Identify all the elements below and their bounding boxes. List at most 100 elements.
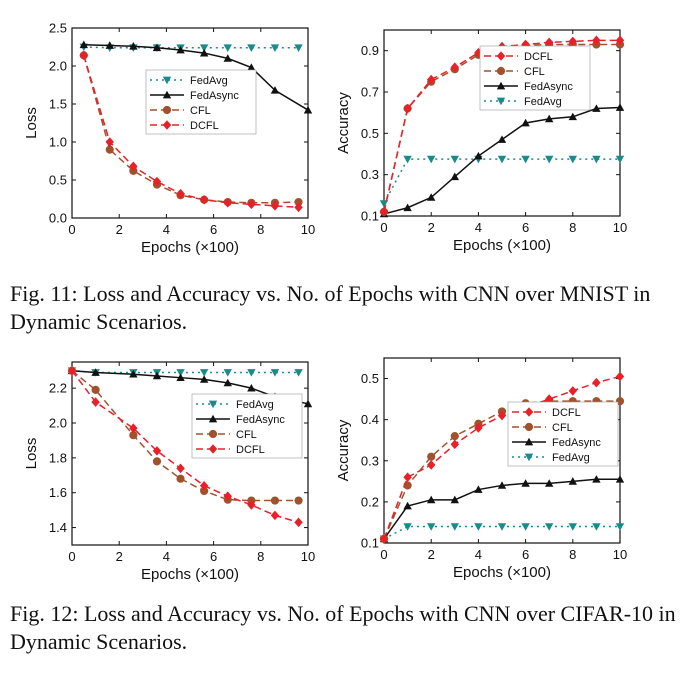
point-fedasync [474, 485, 483, 493]
point-dcfl [592, 377, 601, 388]
x-tick-label: 8 [257, 549, 264, 564]
point-dcfl [615, 371, 625, 382]
point-dcfl [270, 510, 280, 521]
point-dcfl [497, 410, 507, 421]
series-fedasync [379, 475, 625, 543]
legend-label-cfl: CFL [524, 66, 545, 78]
point-fedasync [592, 475, 601, 483]
point-fedasync [592, 104, 601, 112]
point-fedasync [497, 481, 507, 489]
legend-marker-fedavg [162, 76, 172, 85]
legend: DCFL CFL FedAsync FedAvg [507, 401, 619, 467]
point-fedasync [303, 399, 313, 408]
legend-marker-cfl [208, 429, 218, 439]
x-tick-label: 0 [380, 547, 387, 562]
line-cfl [83, 55, 299, 204]
point-fedavg [270, 44, 280, 52]
legend-label-dcfl: DCFL [524, 51, 553, 63]
point-fedavg [427, 155, 436, 164]
y-axis-label: Accuracy [335, 419, 352, 481]
legend-label-fedavg: FedAvg [190, 75, 228, 87]
legend-marker-fedasync [208, 414, 218, 423]
legend-marker-fedavg [496, 97, 506, 106]
point-fedavg [568, 523, 577, 531]
point-fedavg [521, 155, 530, 164]
point-dcfl [545, 394, 554, 404]
point-fedasync [521, 118, 530, 127]
point-fedavg [497, 523, 507, 531]
x-tick-label: 2 [116, 549, 123, 564]
legend-label-dcfl: DCFL [552, 407, 581, 419]
point-fedasync [199, 375, 209, 383]
x-axis-label: Epochs (×100) [453, 237, 551, 254]
legend-label-cfl: CFL [552, 422, 573, 434]
y-tick-label: 2.5 [49, 21, 67, 36]
x-tick-label: 8 [569, 547, 576, 562]
point-dcfl [91, 397, 100, 407]
point-fedavg [247, 44, 256, 52]
plot-frame [71, 361, 309, 546]
x-tick-label: 4 [475, 220, 482, 235]
point-fedasync [223, 378, 232, 387]
x-tick-label: 2 [116, 222, 123, 237]
x-tick-label: 4 [163, 549, 170, 564]
point-fedavg [521, 523, 530, 531]
point-fedasync [176, 45, 185, 54]
series-dcfl [67, 365, 303, 528]
point-fedavg [592, 523, 601, 531]
point-fedavg [497, 155, 507, 164]
x-tick-label: 2 [428, 547, 435, 562]
point-cfl [152, 457, 162, 466]
point-dcfl [521, 39, 530, 50]
legend-marker-dcfl [524, 407, 534, 417]
point-fedavg [450, 155, 459, 164]
x-tick-label: 0 [380, 220, 387, 235]
point-fedavg [615, 523, 625, 531]
y-tick-label: 0.5 [49, 173, 67, 188]
point-dcfl [79, 50, 88, 61]
point-fedavg [403, 523, 412, 531]
point-fedasync [247, 63, 256, 71]
legend-label-fedavg: FedAvg [524, 96, 562, 108]
y-tick-label: 2.2 [49, 381, 67, 396]
x-tick-label: 0 [68, 222, 75, 237]
y-tick-label: 0.3 [361, 453, 379, 468]
point-fedasync [152, 43, 162, 52]
point-dcfl [427, 74, 436, 85]
chart-2: 0 2 4 6 8 10 0.1 0.3 0.5 0.7 0.9 Epochs (×100) Accur… [335, 29, 627, 254]
y-tick-label: 1.4 [49, 520, 67, 535]
series-fedasync [379, 103, 625, 218]
point-fedavg [545, 523, 554, 531]
y-tick-label: 1.8 [49, 450, 67, 465]
point-fedavg [247, 369, 256, 377]
legend-marker-dcfl [496, 51, 506, 61]
legend-label-fedasync: FedAsync [190, 90, 239, 102]
legend: FedAvg FedAsync CFL DCFL [191, 393, 303, 459]
legend-marker-cfl [162, 105, 172, 115]
y-tick-label: 0.3 [361, 167, 379, 182]
x-tick-label: 6 [210, 549, 217, 564]
point-dcfl [129, 423, 138, 434]
point-fedasync [270, 86, 280, 94]
point-fedasync [615, 103, 625, 111]
point-cfl [176, 474, 185, 483]
point-fedasync [129, 370, 138, 378]
line-fedavg [71, 369, 299, 374]
line-fedasync [83, 43, 309, 111]
line-cfl [71, 370, 299, 502]
point-dcfl [450, 439, 459, 450]
point-dcfl [152, 446, 162, 456]
series-fedavg [379, 523, 625, 544]
plot-frame [71, 27, 309, 219]
legend: DCFL CFL FedAsync FedAvg [479, 45, 591, 111]
point-fedasync [403, 501, 412, 510]
point-fedasync [545, 114, 554, 123]
point-fedasync [427, 495, 436, 504]
fig12-caption: Fig. 12: Loss and Accuracy vs. No. of Ep… [10, 601, 676, 654]
point-fedavg [615, 155, 625, 164]
x-tick-label: 10 [613, 547, 627, 562]
point-dcfl [294, 202, 303, 213]
x-tick-label: 8 [569, 220, 576, 235]
point-dcfl [568, 36, 577, 47]
